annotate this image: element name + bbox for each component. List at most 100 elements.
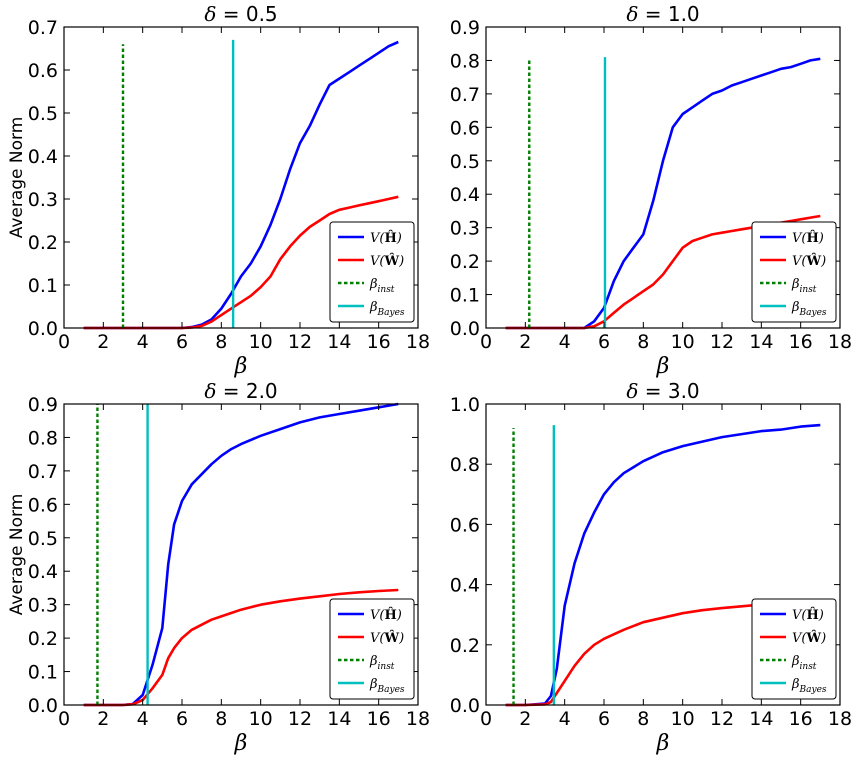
legend-h-label: V(Ĥ) <box>370 607 402 623</box>
y-tick-label: 0.3 <box>28 189 58 211</box>
panel-4: 0 2 4 6 8 10 12 14 16 18 0.0 0.2 0.4 0.6 0.8 1.0 δ = 3.0… <box>450 379 852 756</box>
y-tick-label: 0.8 <box>28 427 58 449</box>
legend: V(Ĥ) V(Ŵ) βinst βBayes <box>329 221 415 323</box>
x-tick-label: 12 <box>288 708 312 730</box>
x-tick-label: 6 <box>176 331 188 353</box>
y-axis-label: Average Norm <box>7 117 27 239</box>
x-tick-label: 16 <box>367 331 391 353</box>
legend-w-label: V(Ŵ) <box>370 630 404 646</box>
y-tick-label: 0.1 <box>28 275 58 297</box>
legend: V(Ĥ) V(Ŵ) βinst βBayes <box>329 598 415 700</box>
x-tick-label: 0 <box>480 331 492 353</box>
y-tick-label: 0.5 <box>450 151 480 173</box>
legend-bayes-label: βBayes <box>369 300 405 318</box>
x-tick-label: 10 <box>671 708 695 730</box>
legend-bayes-label: βBayes <box>791 300 827 318</box>
x-tick-label: 0 <box>480 708 492 730</box>
x-tick-label: 8 <box>637 708 649 730</box>
y-tick-label: 0.1 <box>450 285 480 307</box>
x-tick-label: 18 <box>406 708 430 730</box>
legend-w-label: V(Ŵ) <box>370 253 404 269</box>
y-tick-label: 0.0 <box>28 318 58 340</box>
legend-w-label: V(Ŵ) <box>792 630 826 646</box>
x-tick-label: 14 <box>749 331 773 353</box>
x-tick-label: 18 <box>828 331 852 353</box>
y-tick-label: 0.0 <box>28 695 58 717</box>
axes-frame <box>485 403 841 706</box>
y-tick-label: 0.4 <box>450 184 480 206</box>
x-tick-label: 12 <box>288 331 312 353</box>
x-tick-label: 14 <box>327 331 351 353</box>
x-tick-label: 6 <box>598 708 610 730</box>
legend: V(Ĥ) V(Ŵ) βinst βBayes <box>751 221 837 323</box>
legend-inst-label: βinst <box>791 654 817 672</box>
x-tick-label: 16 <box>789 708 813 730</box>
x-tick-label: 14 <box>327 708 351 730</box>
legend-inst-label: βinst <box>369 277 395 295</box>
x-tick-label: 2 <box>97 331 109 353</box>
x-tick-label: 4 <box>137 331 149 353</box>
y-tick-label: 0.3 <box>28 595 58 617</box>
x-tick-label: 12 <box>710 708 734 730</box>
x-tick-label: 0 <box>58 708 70 730</box>
legend-w-label: V(Ŵ) <box>792 253 826 269</box>
x-tick-label: 18 <box>406 331 430 353</box>
x-tick-label: 18 <box>828 708 852 730</box>
legend-box <box>329 221 415 323</box>
y-tick-label: 0.2 <box>28 232 58 254</box>
legend: V(Ĥ) V(Ŵ) βinst βBayes <box>751 598 837 700</box>
legend-bayes-label: βBayes <box>369 677 405 695</box>
x-tick-label: 8 <box>215 331 227 353</box>
legend-bayes-label: βBayes <box>791 677 827 695</box>
y-tick-label: 0.4 <box>28 561 58 583</box>
x-tick-label: 10 <box>249 331 273 353</box>
x-tick-label: 16 <box>789 331 813 353</box>
x-axis-label: β <box>656 354 670 379</box>
y-tick-label: 0.9 <box>450 17 480 39</box>
legend-box <box>751 221 837 323</box>
y-tick-label: 0.4 <box>450 575 480 597</box>
x-tick-label: 16 <box>367 708 391 730</box>
x-axis-label: β <box>656 731 670 756</box>
y-axis-label: Average Norm <box>7 494 27 616</box>
x-tick-label: 12 <box>710 331 734 353</box>
legend-inst-label: βinst <box>369 654 395 672</box>
y-tick-label: 0.3 <box>450 218 480 240</box>
y-tick-label: 0.2 <box>450 251 480 273</box>
x-tick-label: 4 <box>559 331 571 353</box>
legend-h-label: V(Ĥ) <box>792 230 824 246</box>
chart-title: δ = 2.0 <box>204 379 277 403</box>
y-tick-label: 0.2 <box>450 635 480 657</box>
legend-box <box>329 598 415 700</box>
legend-box <box>751 598 837 700</box>
series-h-line <box>83 402 399 707</box>
x-tick-label: 10 <box>249 708 273 730</box>
y-tick-label: 0.0 <box>450 695 480 717</box>
y-tick-label: 0.5 <box>28 103 58 125</box>
y-tick-label: 0.9 <box>28 394 58 416</box>
legend-h-label: V(Ĥ) <box>370 230 402 246</box>
axes-frame <box>485 26 841 329</box>
y-tick-label: 0.7 <box>450 84 480 106</box>
x-tick-label: 4 <box>137 708 149 730</box>
y-tick-label: 0.2 <box>28 628 58 650</box>
x-tick-label: 8 <box>637 331 649 353</box>
panel-3: 0 2 4 6 8 10 12 14 16 18 0.0 0.1 0.2 0.3 0.4 0.5 0.6 0.7 0… <box>7 379 430 756</box>
y-tick-label: 0.6 <box>28 494 58 516</box>
x-tick-label: 4 <box>559 708 571 730</box>
series-h-line <box>505 57 821 330</box>
x-tick-label: 6 <box>598 331 610 353</box>
y-tick-label: 0.5 <box>28 528 58 550</box>
x-tick-label: 2 <box>519 708 531 730</box>
chart-title: δ = 3.0 <box>626 379 699 403</box>
legend-h-label: V(Ĥ) <box>792 607 824 623</box>
y-tick-label: 0.7 <box>28 17 58 39</box>
legend-inst-label: βinst <box>791 277 817 295</box>
chart-title: δ = 0.5 <box>204 2 277 26</box>
x-tick-label: 0 <box>58 331 70 353</box>
x-tick-label: 2 <box>519 331 531 353</box>
y-tick-label: 0.6 <box>450 117 480 139</box>
panel-2: 0 2 4 6 8 10 12 14 16 18 0.0 0.1 0.2 0.3 0.4 0.5 0.6 0.7 0… <box>450 2 852 379</box>
series-w-line <box>83 588 399 707</box>
x-tick-label: 8 <box>215 708 227 730</box>
